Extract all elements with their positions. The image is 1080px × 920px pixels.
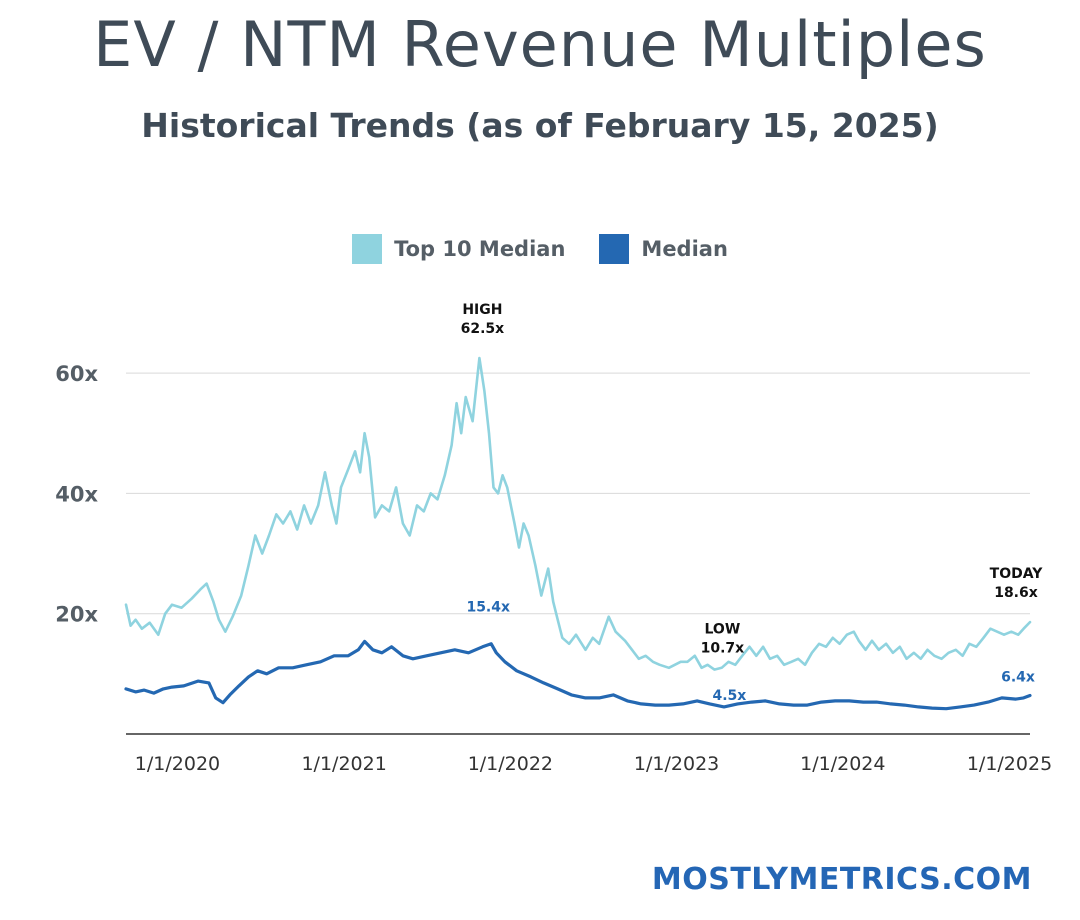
chart-subtitle: Historical Trends (as of February 15, 20… (141, 106, 939, 145)
annotation-label: 4.5x (712, 688, 746, 704)
annotation-label: 62.5x (461, 321, 505, 337)
annotation-label: HIGH (462, 302, 502, 318)
legend-label-median: Median (641, 237, 728, 261)
x-tick-label: 1/1/2023 (634, 753, 719, 775)
brand-footer: MOSTLYMETRICS.COM (651, 862, 1032, 897)
legend: Top 10 Median Median (0, 234, 1080, 264)
annotation-label: 10.7x (701, 641, 745, 657)
x-tick-label: 1/1/2025 (967, 753, 1052, 775)
legend-swatch-median (599, 234, 630, 264)
annotation-label: TODAY (990, 566, 1044, 582)
legend-label-top10: Top 10 Median (394, 237, 566, 261)
legend-item-top10: Top 10 Median (352, 234, 565, 264)
line-chart: 20x 40x 60x 1/1/2020 1/1/2021 1/1/2022 1/1/202… (55, 302, 1052, 775)
series-line-top10-median (124, 356, 1032, 671)
legend-item-median: Median (599, 234, 728, 264)
annotation-label: 18.6x (994, 585, 1038, 601)
annotation-label: 6.4x (1001, 670, 1035, 686)
legend-swatch-top10 (352, 234, 383, 264)
x-tick-label: 1/1/2021 (301, 753, 386, 775)
series-line-median (124, 639, 1032, 711)
annotation-label: 15.4x (466, 599, 510, 615)
x-tick-label: 1/1/2020 (135, 753, 220, 775)
y-tick-label: 20x (55, 603, 98, 627)
x-tick-label: 1/1/2022 (468, 753, 553, 775)
x-tick-label: 1/1/2024 (800, 753, 885, 775)
annotation-label: LOW (705, 622, 741, 638)
chart-title: EV / NTM Revenue Multiples (93, 8, 987, 81)
y-tick-label: 60x (55, 362, 98, 386)
y-tick-label: 40x (55, 482, 98, 506)
